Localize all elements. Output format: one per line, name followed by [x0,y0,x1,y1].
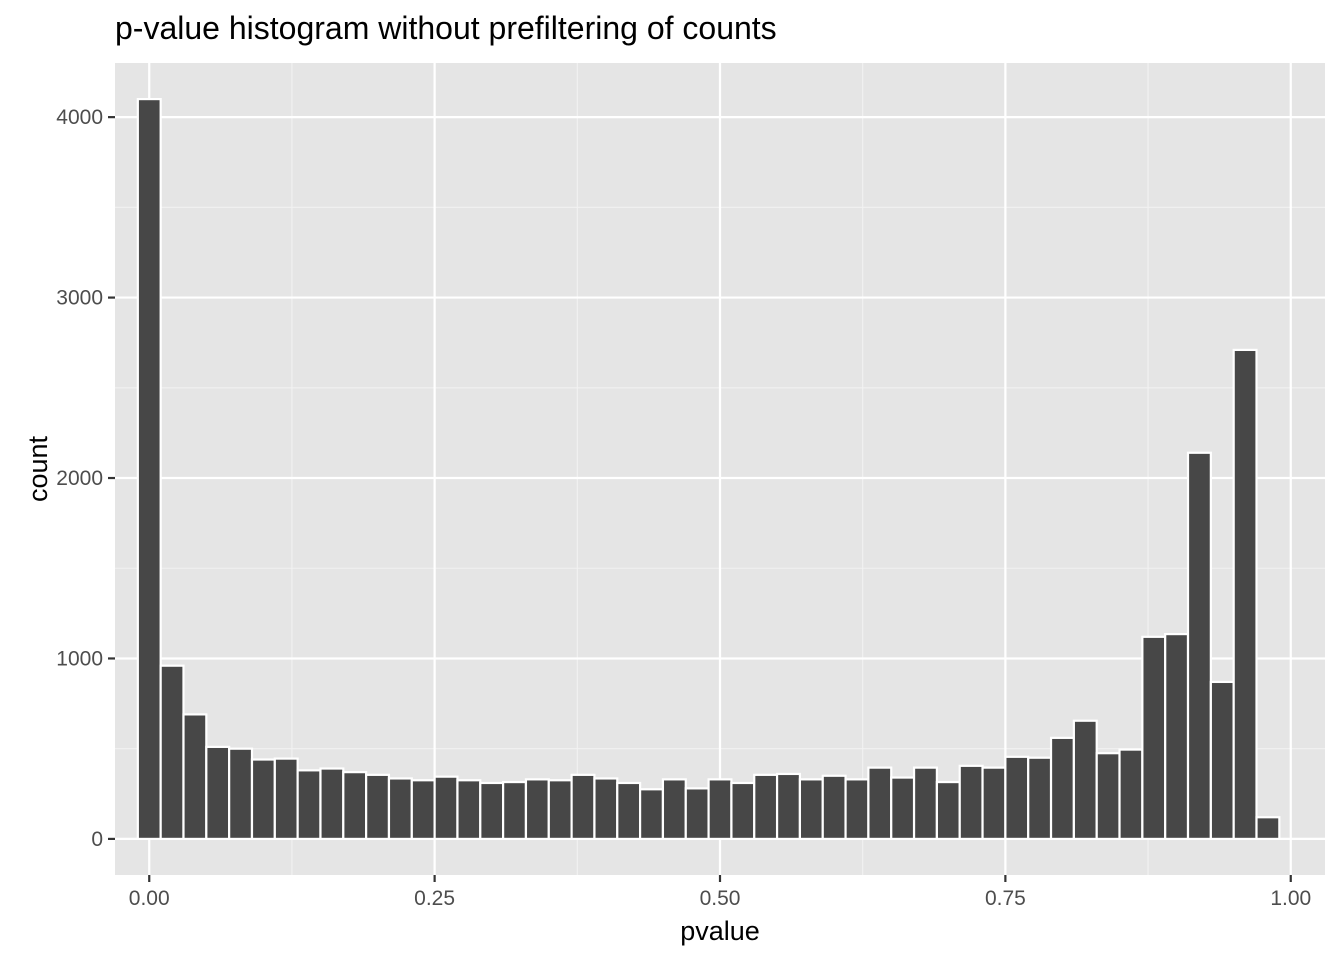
y-tick-label: 3000 [56,287,103,310]
histogram-bar [524,778,550,841]
histogram-bar [342,771,368,841]
x-axis: 0.00 0.25 0.50 0.75 1.00 [129,875,1311,910]
histogram-bar [912,766,938,841]
histogram-bar [228,747,254,841]
histogram-bar [867,766,893,841]
histogram-bar [1186,451,1212,841]
histogram-bar [365,773,391,841]
histogram-bar [981,766,1007,841]
histogram-bar [387,777,413,841]
x-axis-title: pvalue [680,916,760,946]
histogram-bar [753,773,779,841]
x-tick-label: 0.75 [985,887,1026,910]
histogram-bar [616,781,642,841]
histogram-bar [684,787,710,841]
histogram-bar [638,788,665,841]
y-tick-label: 1000 [56,647,103,670]
histogram-bar [1141,635,1167,841]
histogram-bar [547,779,573,841]
histogram-bar [1164,633,1190,841]
histogram-bar [136,97,162,841]
histogram-bar [844,778,870,841]
histogram-bar [593,777,619,841]
y-tick-label: 4000 [56,106,103,129]
histogram-bar [433,775,459,841]
histogram-bar [273,757,299,841]
histogram-bar [182,713,208,841]
histogram-bar [730,781,756,841]
histogram-bar [1049,736,1075,841]
y-tick-label: 0 [91,828,103,851]
histogram-bar [775,772,802,841]
histogram-bar [410,779,436,841]
histogram-bar [205,745,231,841]
histogram-bar [935,780,961,841]
histogram-bar [479,781,505,841]
y-axis: 0 1000 2000 3000 4000 [56,106,115,851]
x-tick-label: 0.50 [700,887,741,910]
histogram-bars [136,97,1281,841]
histogram-bar [456,779,482,841]
histogram-bar [1027,756,1053,841]
histogram-bar [502,780,528,841]
x-tick-label: 0.00 [129,887,170,910]
y-axis-title: count [23,435,53,502]
histogram-bar [798,778,824,841]
histogram-bar [890,776,916,841]
histogram-bar [661,778,687,841]
histogram-bar [707,778,733,841]
x-tick-label: 1.00 [1270,887,1311,910]
histogram-bar [296,769,322,841]
histogram-bar [570,773,596,841]
histogram-bar [1072,719,1098,841]
histogram-bar [958,764,984,841]
histogram-bar [319,767,345,841]
histogram-bar [1095,752,1121,841]
x-tick-label: 0.25 [414,887,455,910]
histogram-bar [821,774,847,841]
histogram-bar [1209,680,1235,841]
histogram-bar [1118,748,1144,841]
histogram-bar [250,758,276,841]
histogram-bar [1255,816,1281,841]
histogram-bar [1004,755,1030,841]
histogram-bar [1232,348,1258,841]
y-tick-label: 2000 [56,467,103,490]
chart-title: p-value histogram without prefiltering o… [115,10,777,46]
histogram-bar [159,664,185,841]
